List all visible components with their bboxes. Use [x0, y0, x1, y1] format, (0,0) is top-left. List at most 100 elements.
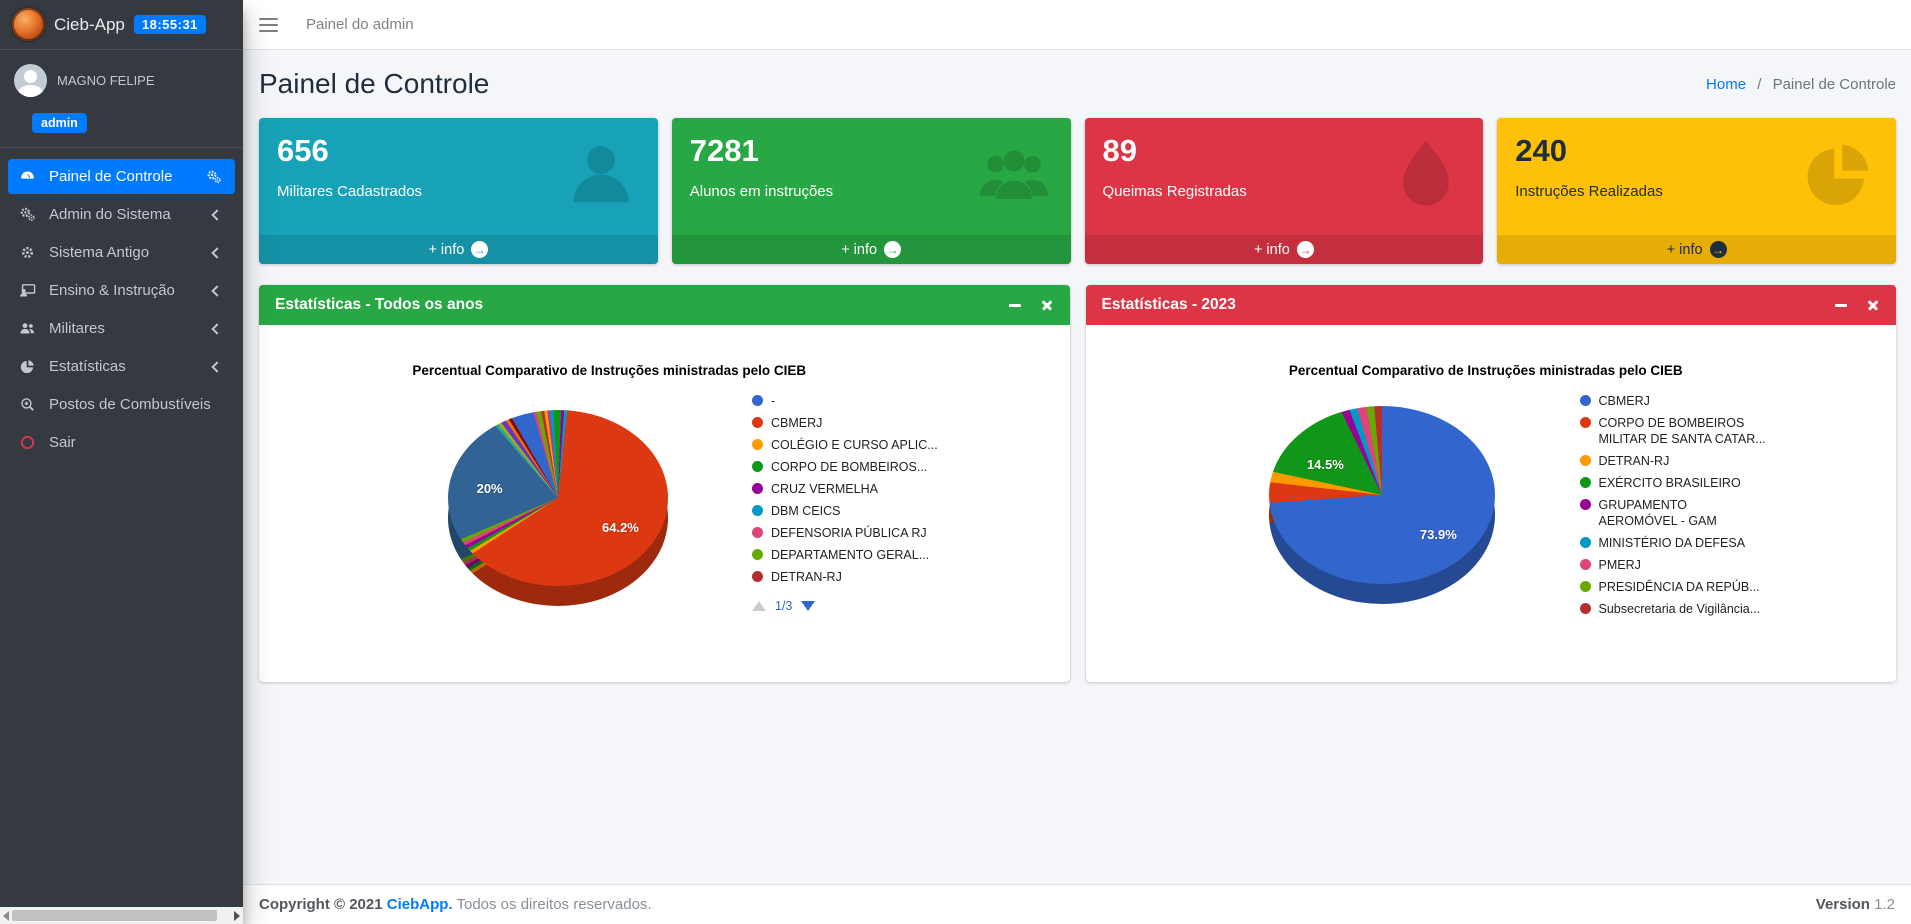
- legend-label: CBMERJ: [1598, 394, 1650, 408]
- sidebar-item-militares[interactable]: Militares: [8, 311, 235, 346]
- card-info-link[interactable]: + info →: [259, 235, 658, 264]
- topbar-link-painel-do-admin[interactable]: Painel do admin: [306, 16, 414, 33]
- sidebar-item-ensino-instrucao[interactable]: Ensino & Instrução: [8, 273, 235, 308]
- pie-face[interactable]: [448, 410, 668, 586]
- sidebar-item-label: Sistema Antigo: [49, 244, 150, 261]
- pie-slice-label: 20%: [476, 480, 503, 496]
- chart-legend: CBMERJ CORPO DE BOMBEIROS MILITAR DE SANT…: [1579, 393, 1766, 623]
- legend-label: DEFENSORIA PÚBLICA RJ: [771, 526, 927, 540]
- legend-item[interactable]: PMERJ: [1579, 557, 1766, 573]
- legend-item[interactable]: CORPO DE BOMBEIROS...: [752, 459, 938, 475]
- legend-color-dot: [1579, 455, 1591, 466]
- scrollbar-thumb[interactable]: [12, 910, 217, 921]
- legend-color-dot: [1579, 559, 1591, 570]
- sidebar: Cieb-App 18:55:31 MAGNO FELIPE admin Pai…: [0, 0, 243, 924]
- topbar: Painel do admin: [243, 0, 1911, 50]
- sidebar-item-sair[interactable]: Sair: [8, 425, 235, 460]
- breadcrumb-separator: /: [1757, 75, 1762, 93]
- legend-item[interactable]: MINISTÉRIO DA DEFESA: [1579, 535, 1766, 551]
- footer-brand-link[interactable]: CiebApp.: [386, 896, 453, 913]
- legend-item[interactable]: GRUPAMENTO AEROMÓVEL - GAM: [1579, 497, 1766, 529]
- search-plus-icon: [16, 396, 38, 413]
- legend-label: Subsecretaria de Vigilância...: [1598, 602, 1761, 616]
- legend-item[interactable]: CORPO DE BOMBEIROS MILITAR DE SANTA CATA…: [1579, 415, 1766, 447]
- panel-estatisticas-2023: Estatísticas - 2023 Percentual Comparati…: [1085, 285, 1896, 682]
- stat-value: 240: [1515, 133, 1567, 168]
- legend-list: - CBMERJ COLÉGIO E CURSO APLIC... CORPO DE …: [752, 393, 938, 585]
- breadcrumb-current: Painel de Controle: [1772, 75, 1896, 93]
- legend-item[interactable]: DBM CEICS: [752, 503, 938, 519]
- sidebar-item-painel-de-controle[interactable]: Painel de Controle: [8, 159, 235, 194]
- sidebar-horizontal-scrollbar[interactable]: [0, 907, 243, 924]
- scroll-left-arrow-icon[interactable]: [3, 910, 9, 921]
- sidebar-item-estatisticas[interactable]: Estatísticas: [8, 349, 235, 384]
- pie-chart-3d: 20% 64.2%: [448, 410, 668, 606]
- legend-item[interactable]: EXÉRCITO BRASILEIRO: [1579, 475, 1766, 491]
- legend-label: -: [771, 394, 776, 408]
- cog-icon: [16, 244, 38, 261]
- sidebar-item-label: Admin do Sistema: [49, 206, 171, 223]
- chart-title: Percentual Comparativo de Instruções min…: [412, 363, 807, 378]
- legend-color-dot: [752, 395, 763, 406]
- info-label: + info: [428, 241, 465, 258]
- card-info-link[interactable]: + info →: [1497, 235, 1896, 264]
- hamburger-icon[interactable]: [259, 17, 278, 32]
- legend-color-dot: [752, 505, 763, 516]
- clock-badge: 18:55:31: [133, 15, 206, 34]
- close-x-icon[interactable]: [1866, 298, 1880, 312]
- stat-label: Queimas Registradas: [1102, 183, 1247, 201]
- legend-color-dot: [1579, 499, 1591, 510]
- chevron-left-icon: [211, 322, 223, 335]
- pie-slice-label: 73.9%: [1419, 526, 1457, 542]
- legend-page-down-icon[interactable]: [801, 601, 816, 611]
- copyright-text: Copyright © 2021: [259, 896, 387, 913]
- close-x-icon[interactable]: [1040, 298, 1054, 312]
- legend-item[interactable]: DEFENSORIA PÚBLICA RJ: [752, 525, 938, 541]
- user-panel: MAGNO FELIPE admin: [0, 50, 243, 148]
- brand-link[interactable]: Cieb-App 18:55:31: [0, 0, 243, 50]
- legend-item[interactable]: DETRAN-RJ: [1579, 453, 1766, 469]
- sidebar-nav: Painel de Controle Admin do Sistema Sist…: [0, 148, 243, 471]
- stat-label: Militares Cadastrados: [277, 183, 423, 201]
- collapse-minus-icon[interactable]: [1008, 298, 1022, 312]
- legend-item[interactable]: DEPARTAMENTO GERAL...: [752, 547, 938, 563]
- legend-label: DBM CEICS: [771, 504, 841, 518]
- chevron-left-icon: [211, 208, 223, 221]
- legend-item[interactable]: -: [752, 393, 938, 409]
- pie-face[interactable]: [1268, 406, 1495, 584]
- chevron-left-icon: [211, 246, 223, 259]
- legend-item[interactable]: CRUZ VERMELHA: [752, 481, 938, 497]
- scroll-right-arrow-icon[interactable]: [234, 910, 240, 921]
- collapse-minus-icon[interactable]: [1834, 298, 1848, 312]
- legend-item[interactable]: PRESIDÊNCIA DA REPÚB...: [1579, 579, 1766, 595]
- legend-page-indicator: 1/3: [775, 599, 793, 613]
- legend-color-dot: [752, 439, 763, 450]
- panel-header: Estatísticas - Todos os anos: [259, 285, 1070, 325]
- card-info-link[interactable]: + info →: [671, 235, 1071, 264]
- panel-estatisticas-todos-os-anos: Estatísticas - Todos os anos Percentual …: [259, 285, 1070, 682]
- sidebar-item-admin-do-sistema[interactable]: Admin do Sistema: [8, 197, 235, 232]
- panel-title: Estatísticas - Todos os anos: [275, 296, 484, 313]
- legend-item[interactable]: CBMERJ: [752, 415, 938, 431]
- card-info-link[interactable]: + info →: [1084, 235, 1484, 264]
- sidebar-item-label: Militares: [49, 320, 105, 337]
- role-badge: admin: [32, 113, 87, 133]
- sidebar-item-label: Estatísticas: [49, 358, 126, 375]
- legend-item[interactable]: CBMERJ: [1579, 393, 1766, 409]
- legend-page-up-icon[interactable]: [752, 601, 766, 611]
- panel-title: Estatísticas - 2023: [1101, 296, 1236, 313]
- sidebar-item-postos-de-combustiveis[interactable]: Postos de Combustíveis: [8, 387, 235, 422]
- legend-color-dot: [752, 549, 763, 560]
- sidebar-item-sistema-antigo[interactable]: Sistema Antigo: [8, 235, 235, 270]
- arrow-circle-right-icon: →: [1709, 241, 1727, 258]
- chart-panels-row: Estatísticas - Todos os anos Percentual …: [259, 285, 1896, 682]
- legend-item[interactable]: Subsecretaria de Vigilância...: [1579, 601, 1766, 617]
- pie-slice-label: 64.2%: [602, 519, 639, 535]
- users-group-icon: [975, 134, 1053, 212]
- version-label: Version: [1815, 896, 1870, 913]
- legend-label: EXÉRCITO BRASILEIRO: [1598, 476, 1741, 490]
- breadcrumb-home-link[interactable]: Home: [1706, 75, 1747, 93]
- app-name: Cieb-App: [54, 14, 125, 34]
- legend-item[interactable]: DETRAN-RJ: [752, 569, 938, 585]
- legend-item[interactable]: COLÉGIO E CURSO APLIC...: [752, 437, 938, 453]
